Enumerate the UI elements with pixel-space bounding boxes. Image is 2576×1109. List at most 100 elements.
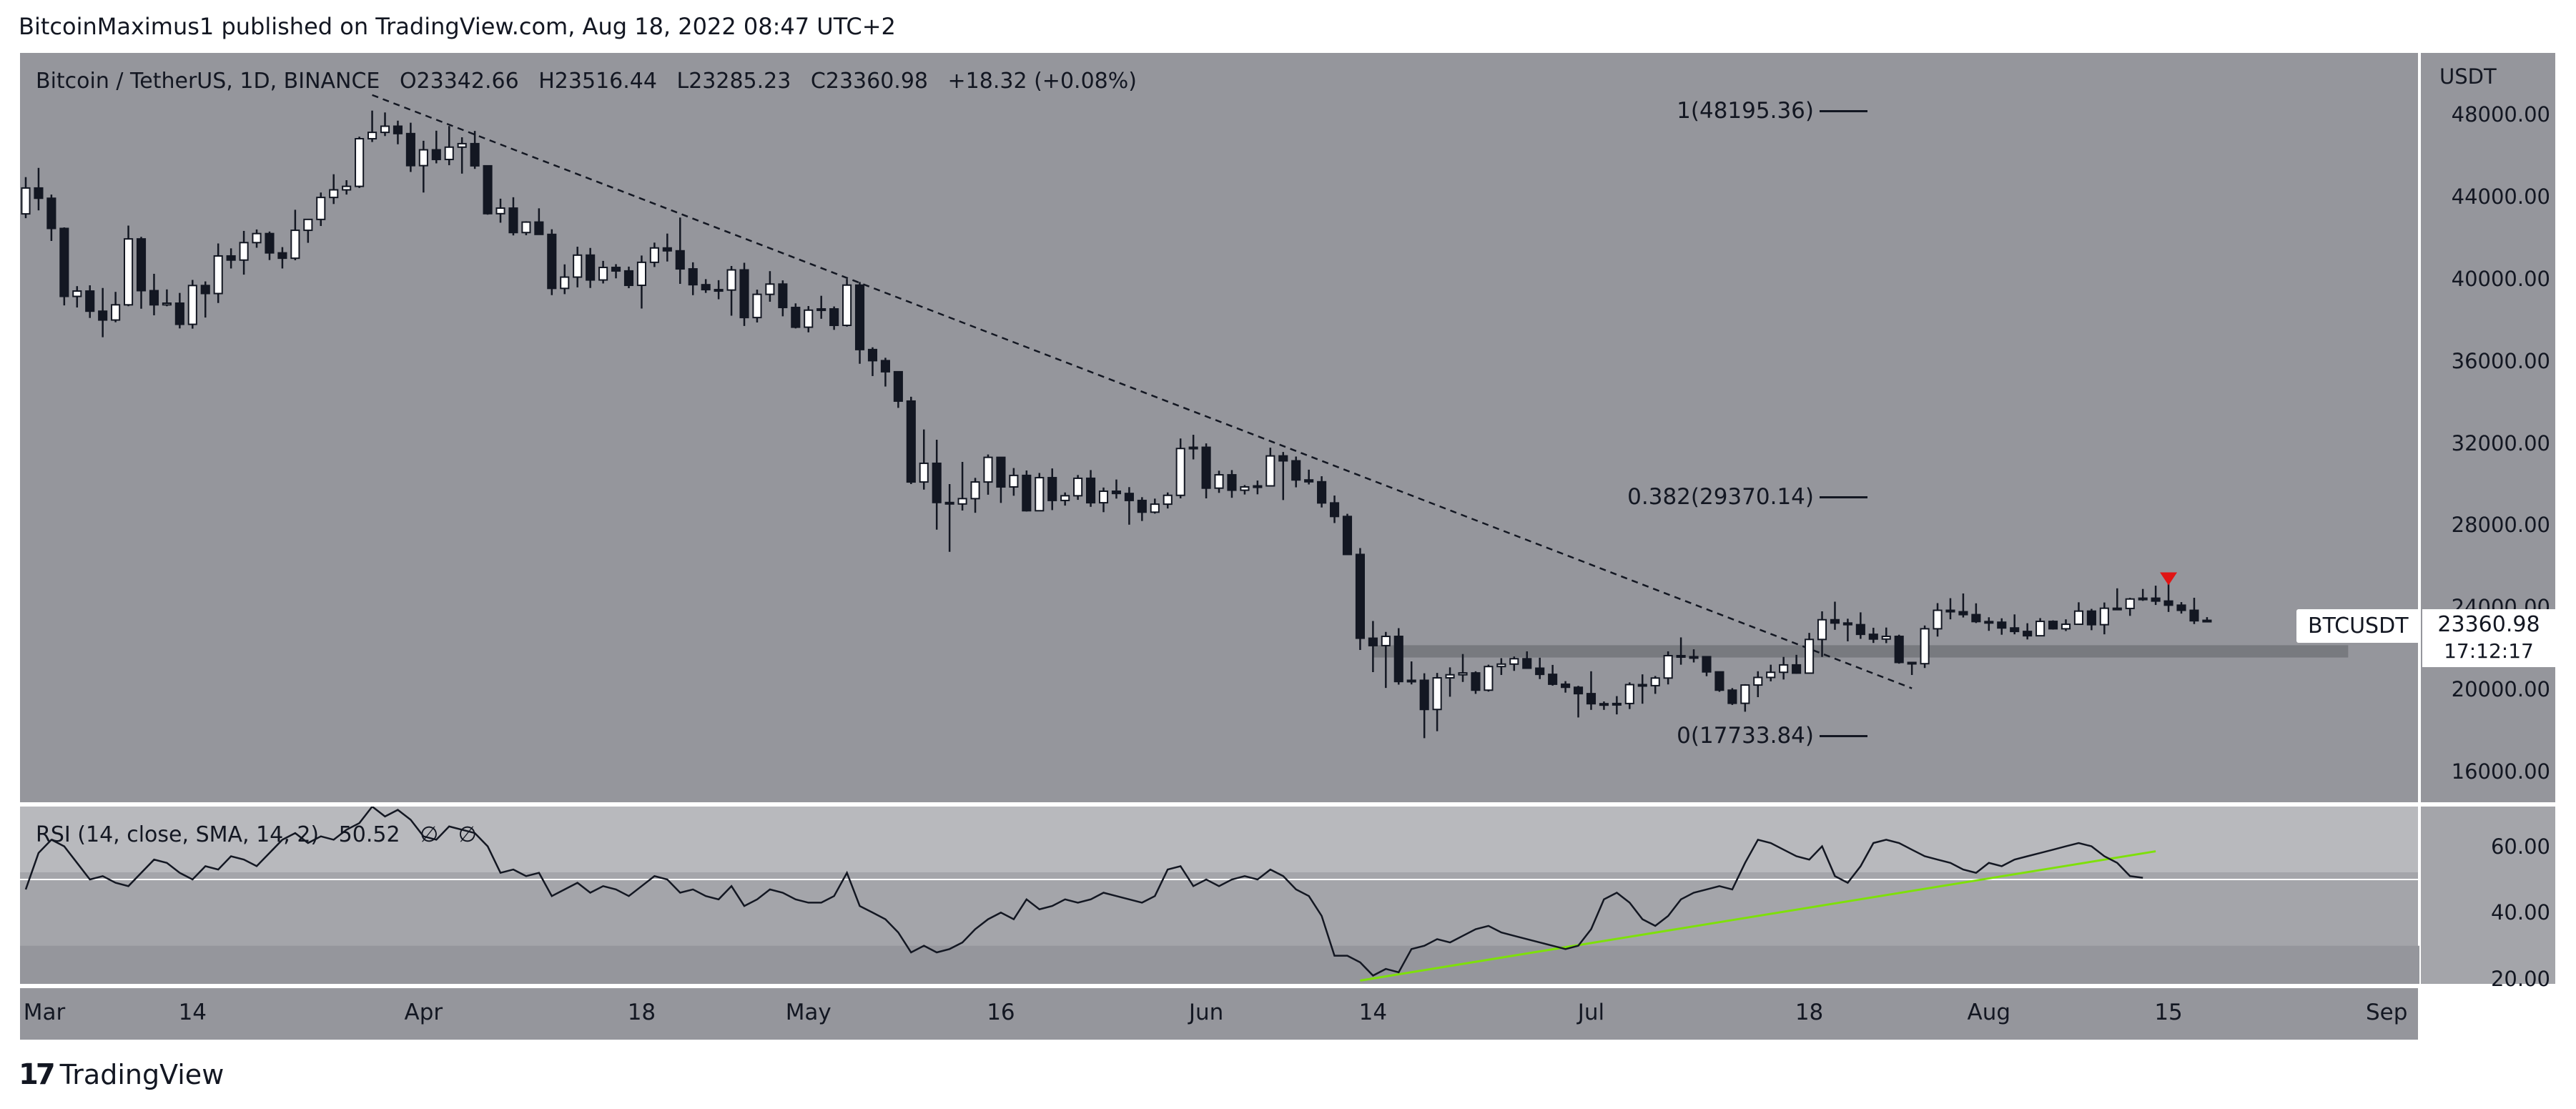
candle-body	[1663, 654, 1673, 679]
candle-body	[355, 138, 365, 187]
candle-body	[2048, 621, 2058, 630]
candle-body	[2023, 631, 2033, 637]
candle-body	[508, 207, 518, 234]
candle-body	[2202, 619, 2212, 623]
bullish-candle	[418, 140, 428, 193]
legend-high: H23516.44	[538, 69, 657, 94]
candle-body	[1624, 684, 1634, 704]
candle-body	[534, 221, 544, 235]
candle-body	[174, 302, 184, 325]
candle-body	[1612, 702, 1622, 706]
price-pane[interactable]	[20, 53, 2419, 802]
candle-body	[59, 227, 69, 297]
rsi-axis[interactable]	[2419, 807, 2555, 984]
rsi-support-trendline	[1360, 850, 2156, 982]
bullish-candle	[2125, 598, 2135, 616]
bearish-candle	[1355, 548, 1366, 650]
bullish-candle	[1073, 475, 1083, 501]
bearish-candle	[867, 347, 878, 376]
candle-body	[1432, 677, 1442, 711]
candle-body	[1291, 460, 1301, 481]
rsi-chart[interactable]	[20, 807, 2419, 984]
bearish-candle	[2151, 586, 2161, 606]
bullish-candle	[1689, 649, 1699, 663]
candle-body	[239, 242, 249, 261]
candle-body	[586, 254, 596, 281]
candle-body	[2112, 607, 2122, 611]
bearish-candle	[1997, 618, 2007, 635]
rsi-extra-2: ∅	[458, 822, 477, 847]
bearish-candle	[226, 248, 236, 269]
tradingview-footer[interactable]: 17 TradingView	[19, 1058, 224, 1091]
candle-body	[1945, 609, 1955, 613]
candle-body	[1984, 621, 1994, 624]
axis-separator	[20, 984, 2555, 988]
fib-level-line	[1820, 735, 1867, 738]
fib-level-label: 1(48195.36)	[1677, 97, 1814, 124]
candle-body	[342, 185, 352, 191]
currency-label: USDT	[2439, 64, 2497, 89]
candle-body	[867, 348, 878, 362]
bearish-candle	[1047, 468, 1057, 511]
bearish-candle	[2023, 623, 2033, 640]
bearish-candle	[2010, 614, 2020, 635]
rsi-legend[interactable]: RSI (14, close, SMA, 14, 2) 50.52 ∅ ∅	[36, 822, 490, 847]
candle-body	[2099, 607, 2109, 626]
bearish-candle	[2189, 598, 2199, 624]
candle-body	[1714, 671, 1724, 691]
bullish-candle	[329, 174, 339, 204]
candle-body	[906, 400, 916, 483]
bullish-candle	[213, 243, 223, 303]
bullish-candle	[804, 306, 814, 332]
candle-body	[1868, 634, 1878, 640]
candle-body	[636, 261, 646, 287]
candle-body	[149, 290, 159, 306]
bullish-candle	[521, 221, 531, 235]
candle-body	[1637, 684, 1647, 687]
price-tick-label: 16000.00	[2451, 759, 2550, 784]
price-tick-label: 40000.00	[2451, 266, 2550, 291]
candle-body	[547, 233, 557, 290]
bearish-candle	[1971, 603, 1981, 623]
bearish-candle	[1548, 664, 1558, 686]
bearish-candle	[1702, 656, 1712, 676]
bullish-candle	[367, 110, 377, 142]
candle-body	[252, 232, 262, 244]
candle-body	[277, 252, 287, 260]
symbol-legend[interactable]: Bitcoin / TetherUS, 1D, BINANCE O23342.6…	[36, 69, 1150, 94]
candle-body	[85, 290, 95, 312]
legend-change: +18.32 (+0.08%)	[947, 69, 1137, 94]
bullish-candle	[1817, 611, 1827, 657]
candle-body	[1368, 637, 1378, 646]
candle-body	[1855, 623, 1865, 636]
candle-body	[1496, 663, 1506, 668]
publisher-header: BitcoinMaximus1 published on TradingView…	[19, 13, 896, 40]
bearish-candle	[1419, 673, 1429, 739]
candle-body	[46, 197, 56, 230]
candle-body	[649, 247, 659, 263]
bullish-candle	[72, 286, 82, 308]
bearish-candle	[1522, 651, 1532, 669]
bearish-candle	[277, 247, 287, 269]
bearish-candle	[1958, 593, 1968, 618]
candle-body	[1676, 654, 1686, 658]
candle-body	[2086, 610, 2096, 626]
bullish-candle	[1175, 438, 1185, 499]
candle-body	[1073, 477, 1083, 497]
axis-vertical-separator	[2418, 53, 2421, 1040]
price-tick-label: 48000.00	[2451, 102, 2550, 127]
price-axis[interactable]	[2419, 53, 2555, 802]
bearish-candle	[46, 194, 56, 242]
bullish-candle	[187, 280, 197, 329]
bullish-candle	[752, 290, 762, 322]
time-axis[interactable]	[20, 988, 2419, 1040]
bearish-candle	[623, 266, 634, 289]
bearish-candle	[778, 280, 788, 317]
legend-low: L23285.23	[676, 69, 791, 94]
price-chart[interactable]	[20, 53, 2419, 802]
bullish-candle	[1458, 654, 1468, 682]
candle-body	[1278, 455, 1288, 462]
bullish-candle	[1612, 696, 1622, 715]
pane-separator[interactable]	[20, 802, 2555, 807]
candle-body	[124, 238, 134, 306]
